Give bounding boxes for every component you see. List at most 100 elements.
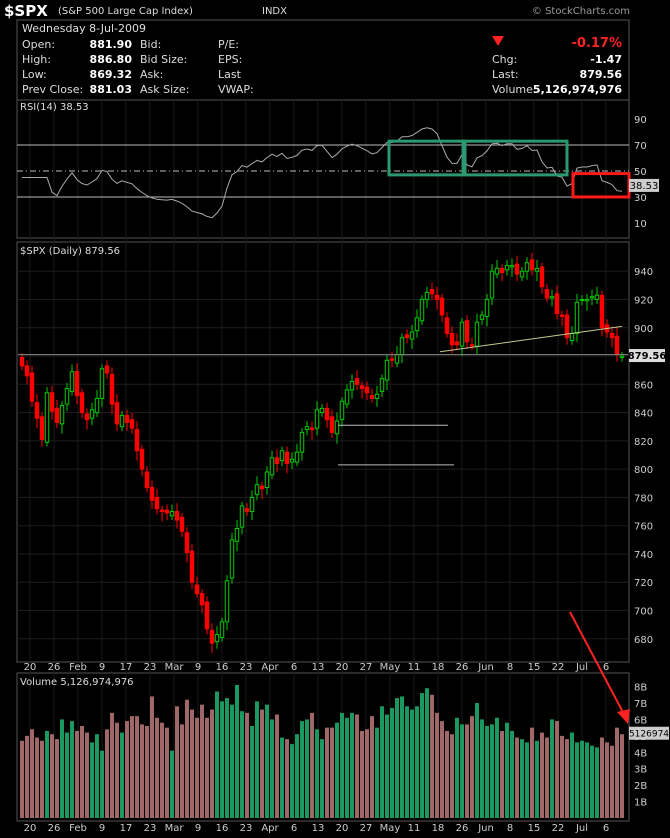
- x-tick-label: 13: [312, 823, 325, 834]
- candle: [534, 267, 540, 272]
- candle: [614, 335, 620, 356]
- symbol-name: (S&P 500 Large Cap Index): [58, 6, 193, 17]
- x-tick-label: Jun: [477, 662, 494, 673]
- volume-bar: [585, 742, 589, 818]
- candle: [379, 378, 385, 392]
- last-price-badge: [629, 349, 665, 363]
- volume-bar: [215, 691, 219, 818]
- candle: [44, 392, 50, 443]
- volume-bar: [105, 729, 109, 818]
- volume-bar: [135, 716, 139, 818]
- x-tick-label: 18: [432, 823, 445, 834]
- candle: [554, 293, 560, 315]
- down-arrow-icon: [492, 36, 504, 46]
- candle: [479, 314, 485, 320]
- x-tick-label: 13: [312, 662, 325, 673]
- volume-bar: [275, 714, 279, 818]
- volume-bar: [140, 724, 144, 818]
- candle: [284, 451, 290, 464]
- quote-label: Chg:: [492, 53, 518, 66]
- volume-badge: [629, 726, 669, 740]
- y-tick-label: 860: [634, 380, 653, 391]
- volume-bar: [320, 739, 324, 818]
- volume-bar: [230, 704, 234, 818]
- volume-bar: [35, 737, 39, 818]
- volume-bar: [620, 734, 624, 818]
- volume-bar: [175, 706, 179, 818]
- candle: [314, 409, 320, 429]
- x-tick-label: 20: [336, 823, 349, 834]
- candle: [139, 448, 145, 470]
- y-tick-label: 700: [634, 607, 653, 618]
- quote-label: Bid Size:: [140, 53, 188, 66]
- volume-bar: [520, 739, 524, 818]
- candle: [19, 356, 25, 367]
- rsi-panel: [16, 99, 630, 239]
- candle: [459, 321, 465, 347]
- candle: [469, 344, 475, 347]
- volume-bar: [485, 726, 489, 818]
- price-panel: [16, 241, 630, 663]
- volume-bar: [60, 719, 64, 818]
- x-tick-label: Mar: [165, 662, 185, 673]
- candle: [509, 265, 515, 268]
- candle: [124, 414, 130, 423]
- x-tick-label: 26: [48, 823, 61, 834]
- candle: [204, 601, 210, 630]
- quote-label: Ask:: [140, 68, 164, 81]
- x-tick-label: Jun: [477, 823, 494, 834]
- rsi-tick-label: 70: [634, 141, 647, 152]
- arrow-head-icon: [617, 709, 630, 724]
- y-tick-label: 760: [634, 522, 653, 533]
- x-tick-label: 27: [360, 823, 373, 834]
- volume-bar: [385, 714, 389, 818]
- x-tick-label: May: [380, 662, 401, 673]
- volume-bar: [180, 724, 184, 818]
- candle: [524, 262, 530, 272]
- volume-tick-label: 6B: [634, 715, 647, 726]
- volume-bar: [590, 745, 594, 818]
- volume-bar: [270, 719, 274, 818]
- candle: [149, 487, 155, 501]
- x-tick-label: 20: [336, 662, 349, 673]
- candle: [389, 358, 395, 361]
- candle: [84, 413, 90, 421]
- candle: [439, 297, 445, 316]
- candle: [304, 426, 310, 431]
- x-tick-label: 26: [456, 662, 469, 673]
- x-tick-label: 11: [408, 662, 421, 673]
- candle: [434, 294, 440, 300]
- candle: [489, 270, 495, 299]
- last-price-label: 879.56: [628, 351, 667, 362]
- candle: [399, 337, 405, 356]
- candle: [34, 402, 40, 419]
- x-tick-label: 23: [240, 823, 253, 834]
- volume-bar: [260, 709, 264, 818]
- x-tick-label: Apr: [261, 662, 279, 673]
- candle: [59, 405, 65, 425]
- volume-bar: [580, 740, 584, 818]
- y-tick-label: 940: [634, 267, 653, 278]
- volume-bar: [380, 706, 384, 818]
- x-tick-label: Feb: [69, 823, 87, 834]
- candle: [559, 314, 565, 317]
- x-tick-label: 23: [240, 662, 253, 673]
- volume-bar: [255, 701, 259, 818]
- volume-bar: [110, 712, 114, 818]
- volume-bar: [425, 688, 429, 818]
- volume-bar: [490, 724, 494, 818]
- candle: [429, 289, 435, 295]
- volume-bar: [340, 712, 344, 818]
- volume-bar: [450, 734, 454, 818]
- quote-value: 879.56: [579, 68, 622, 81]
- volume-tick-label: 3B: [634, 765, 647, 776]
- candle: [234, 528, 240, 542]
- candle: [264, 471, 270, 489]
- volume-bar: [125, 721, 129, 818]
- volume-bar: [565, 739, 569, 818]
- x-tick-label: 18: [432, 662, 445, 673]
- volume-tick-label: 8B: [634, 683, 647, 694]
- candle: [334, 420, 340, 435]
- candle: [444, 317, 450, 334]
- candle: [449, 332, 455, 346]
